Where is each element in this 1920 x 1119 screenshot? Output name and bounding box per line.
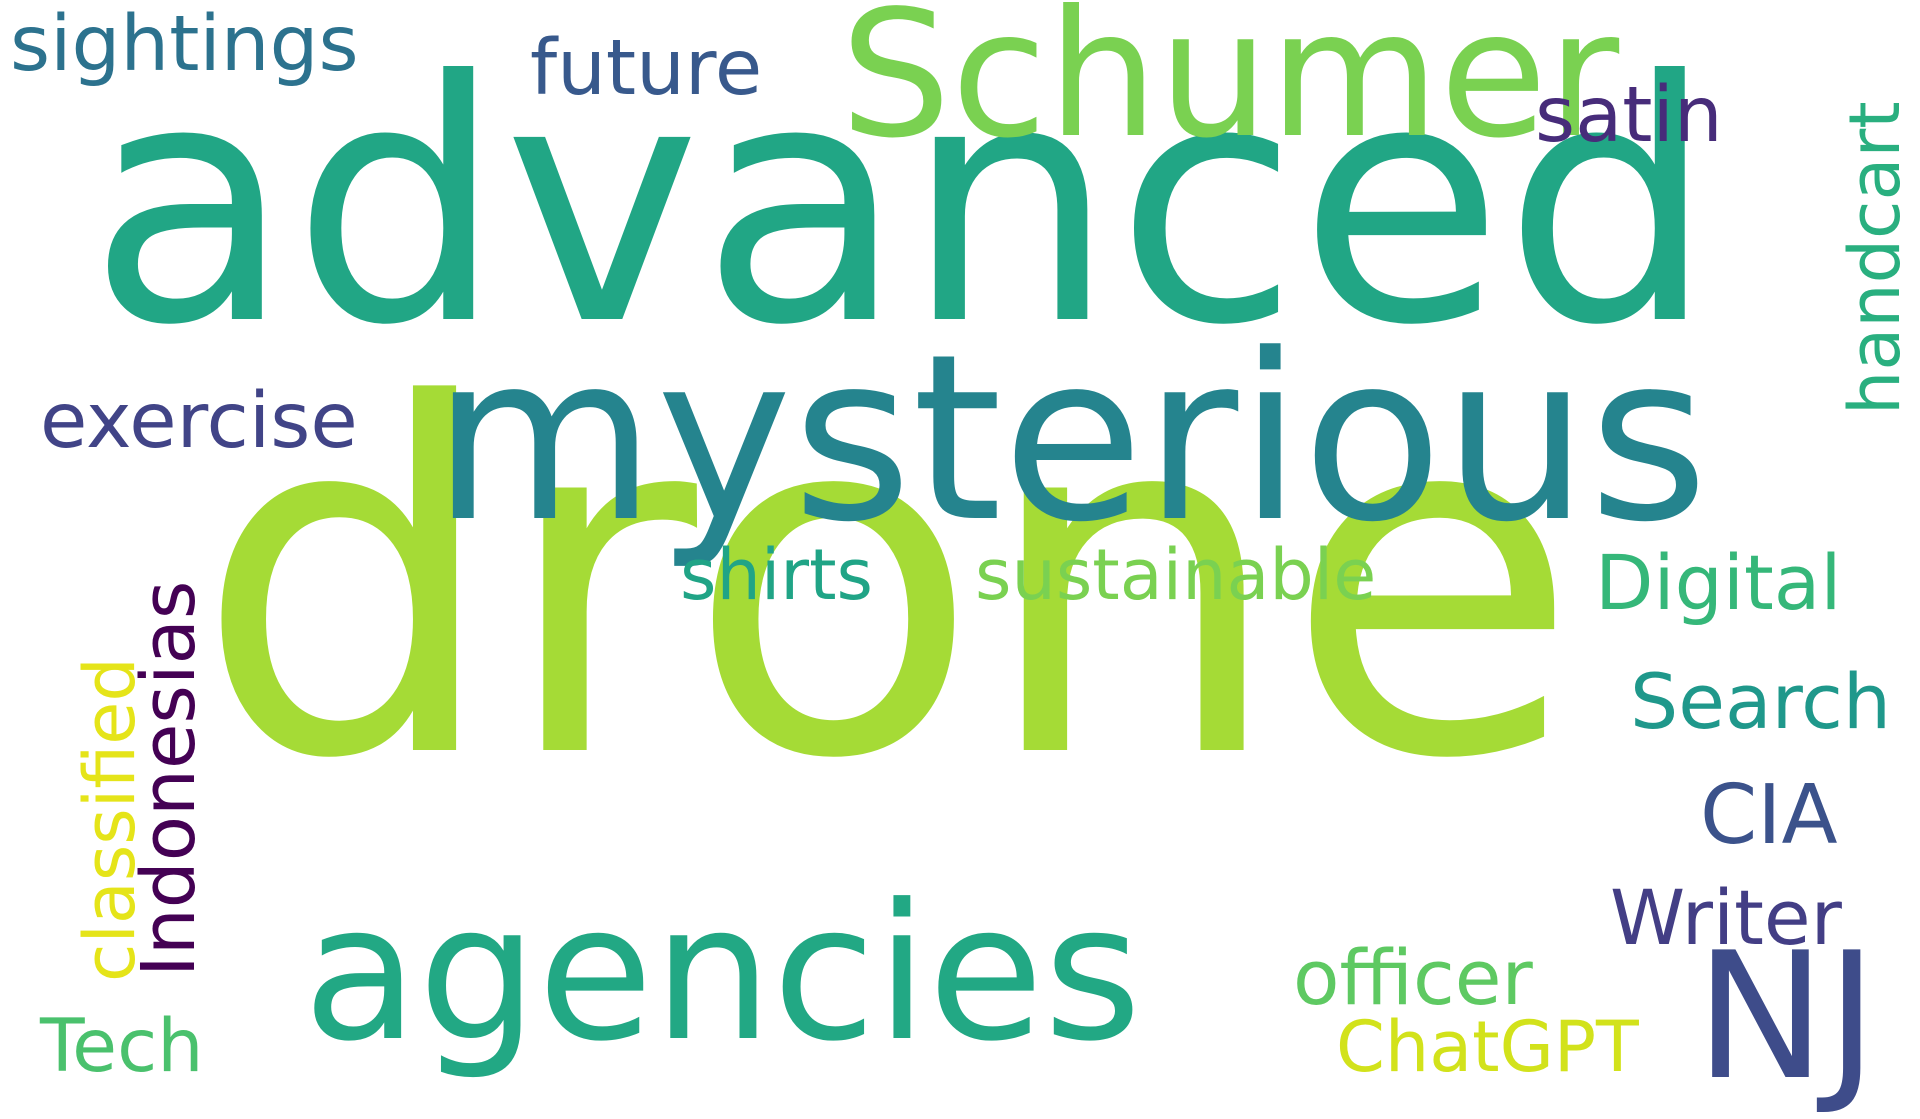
word-shirts: shirts (680, 534, 873, 616)
word-officer: officer (1293, 933, 1533, 1022)
word-nj: NJ (1695, 916, 1878, 1119)
word-agencies: agencies (303, 864, 1142, 1083)
word-search: Search (1630, 657, 1892, 746)
word-mysterious: mysterious (432, 306, 1709, 573)
word-advanced: advanced (88, 10, 1715, 398)
word-drone: drone (195, 305, 1580, 864)
word-digital: Digital (1595, 538, 1842, 627)
word-satin: satin (1535, 71, 1723, 160)
word-exercise: exercise (40, 377, 358, 466)
word-schumer: Schumer (840, 0, 1620, 177)
word-handcart: handcart (1834, 101, 1916, 415)
word-sightings: sightings (10, 0, 359, 89)
word-writer: Writer (1610, 873, 1842, 962)
word-cia: CIA (1700, 768, 1838, 863)
word-sustainable: sustainable (975, 534, 1377, 616)
word-future: future (530, 24, 763, 113)
word-tech: Tech (40, 1004, 204, 1089)
word-indonesias: Indonesias (126, 580, 212, 977)
word-cloud: advanced drone mysterious Schumer agenci… (10, 0, 1916, 1105)
word-chatgpt: ChatGPT (1336, 1006, 1639, 1088)
